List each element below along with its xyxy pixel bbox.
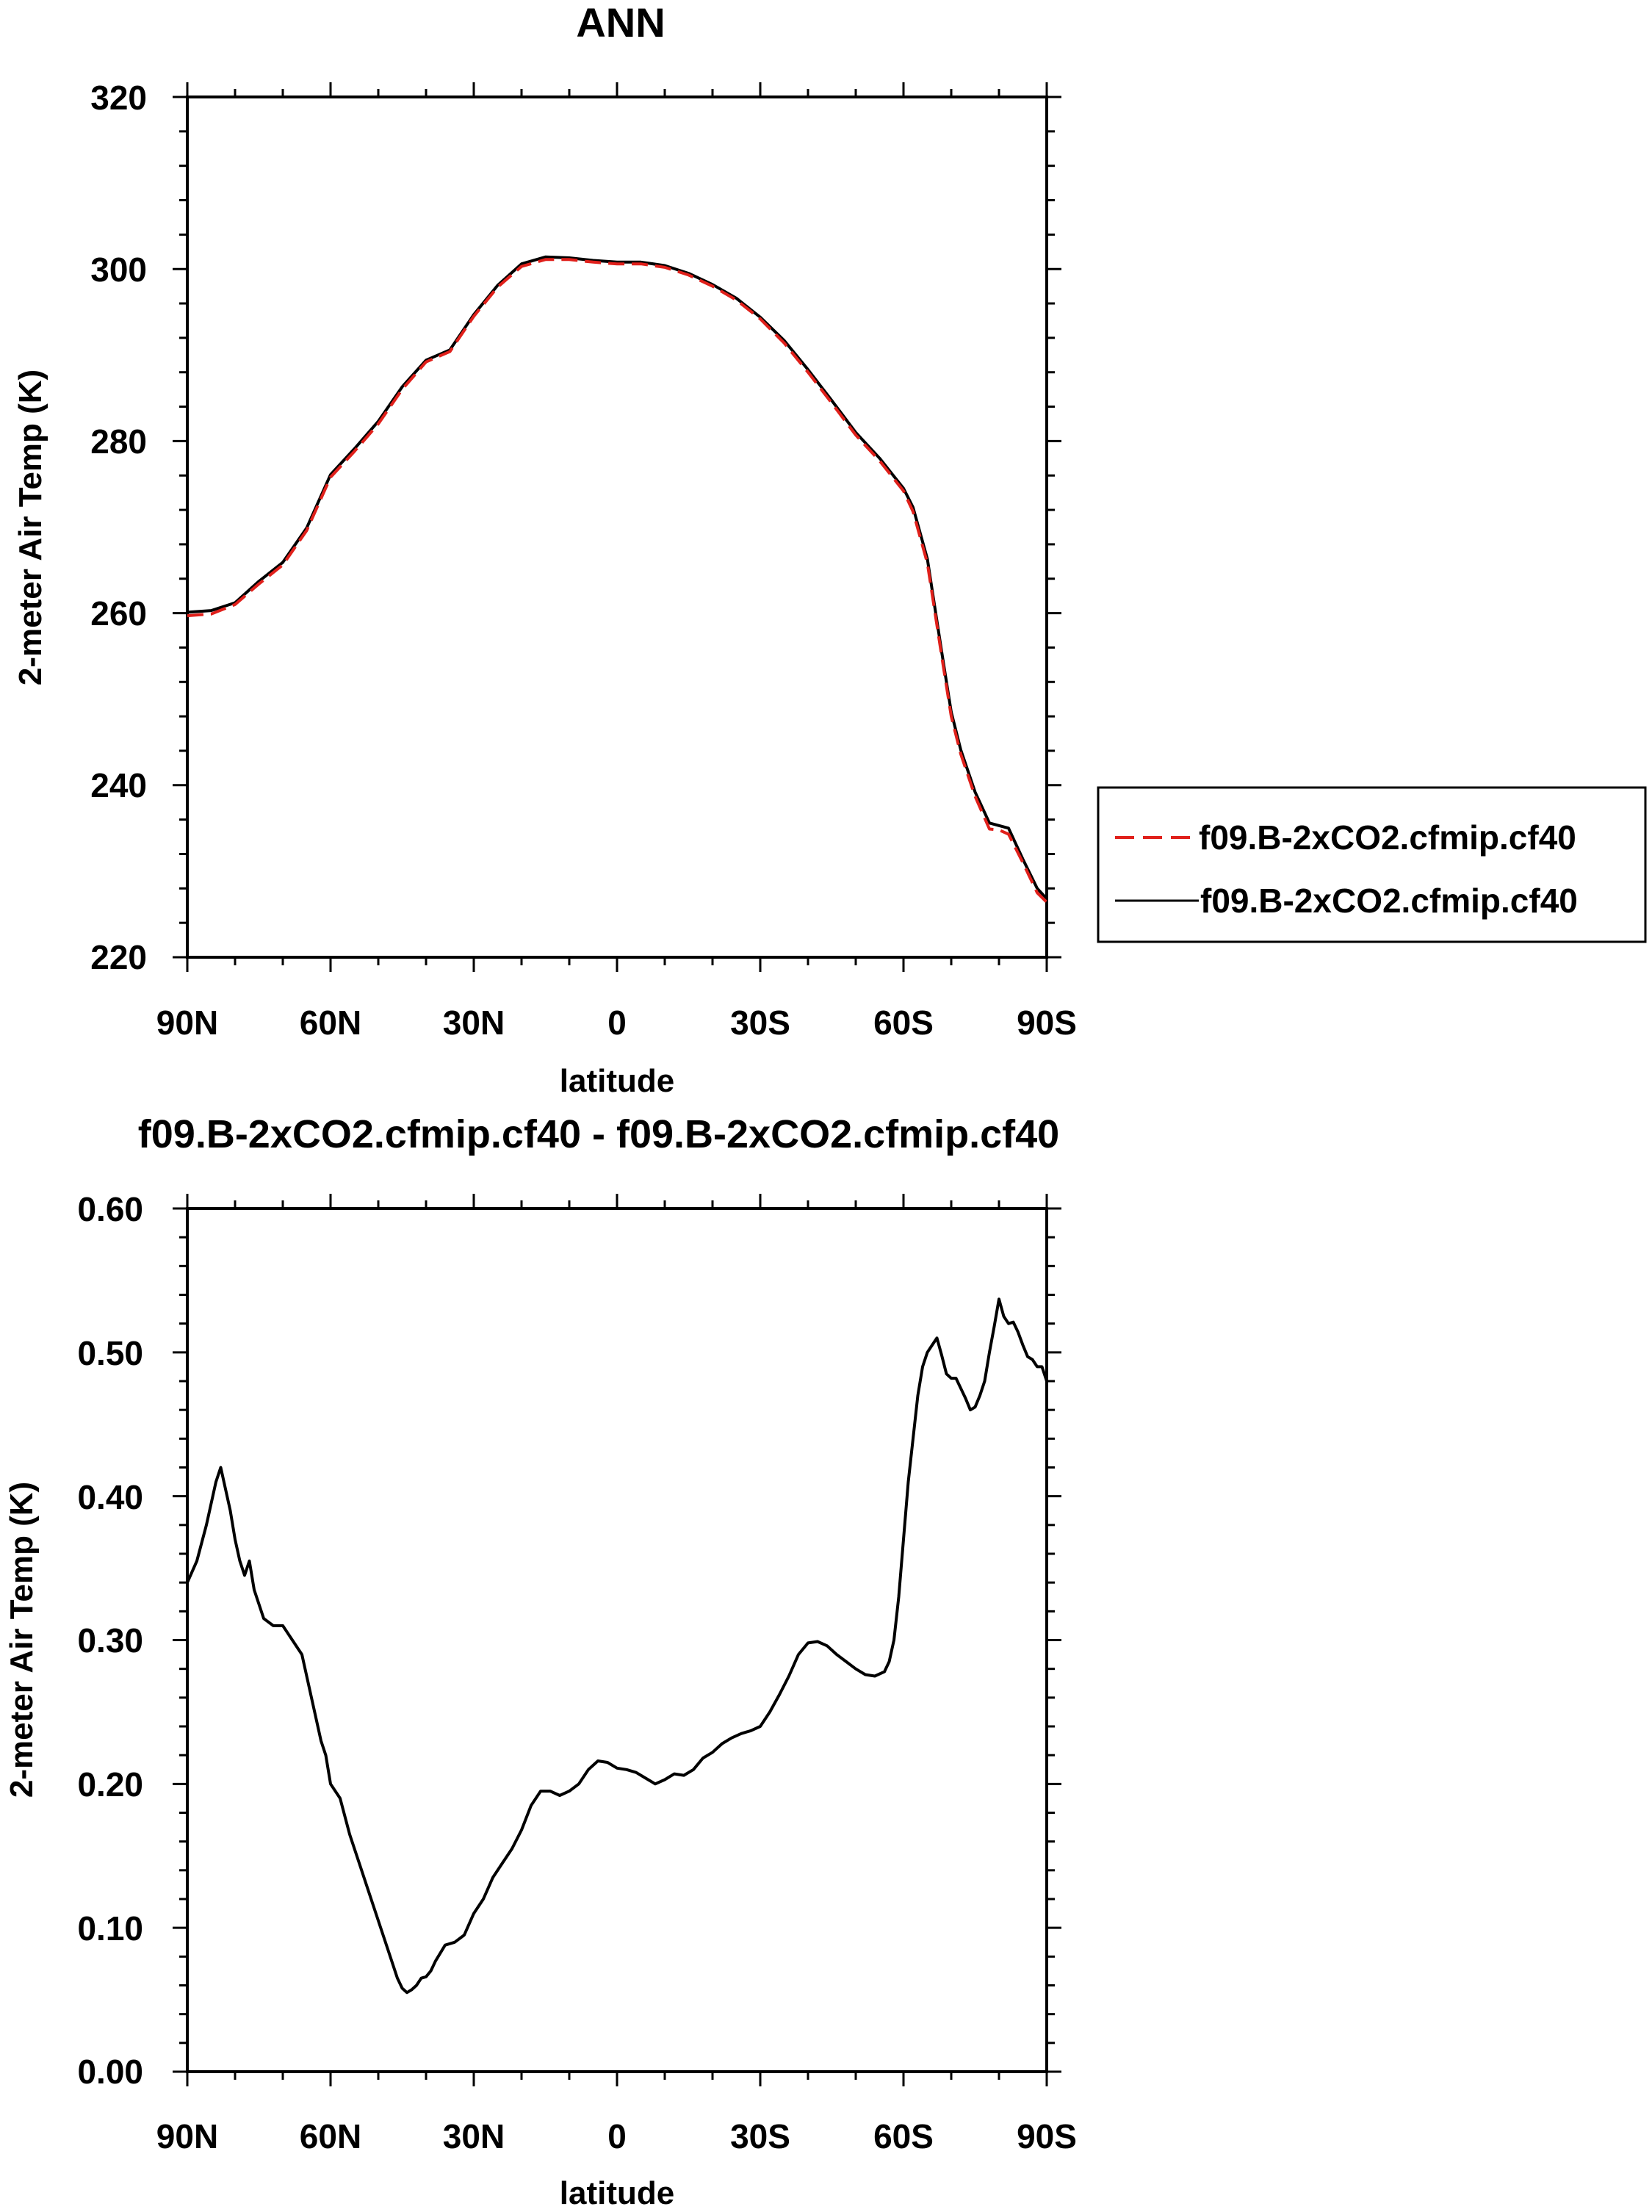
top-y-tick-label: 240 — [90, 766, 147, 804]
top-y-tick-label: 260 — [90, 594, 147, 633]
bottom-y-tick-label: 0.60 — [77, 1190, 143, 1228]
bottom-x-axis-label: latitude — [560, 2175, 674, 2211]
top-y-tick-label: 320 — [90, 79, 147, 117]
bottom-series-lines — [186, 1297, 1048, 1995]
bottom-y-tick-label: 0.20 — [77, 1765, 143, 1804]
bottom-y-tick-label: 0.30 — [77, 1621, 143, 1660]
bottom-series-line-1 — [186, 1297, 1048, 1995]
legend: f09.B-2xCO2.cfmip.cf40 f09.B-2xCO2.cfmip… — [1097, 786, 1647, 943]
top-series-lines — [187, 255, 1048, 904]
top-y-tick-label: 220 — [90, 938, 147, 976]
bottom-x-tick-label: 60N — [300, 2117, 361, 2155]
top-x-tick-label: 30S — [730, 1004, 790, 1042]
bottom-plot-frame — [186, 1207, 1048, 2073]
bottom-tick-marks — [173, 1194, 1061, 2086]
top-chart-title: ANN — [576, 0, 665, 46]
bottom-y-tick-label: 0.40 — [77, 1478, 143, 1516]
top-x-axis-label: latitude — [560, 1063, 674, 1099]
top-y-tick-label: 300 — [90, 251, 147, 289]
top-panel: ANN 320 300 280 260 240 220 90N 60N 30N … — [12, 0, 1647, 1099]
top-tick-marks — [173, 82, 1061, 972]
bottom-x-tick-label: 60S — [873, 2117, 934, 2155]
bottom-y-tick-label: 0.10 — [77, 1909, 143, 1948]
top-x-tick-label: 60S — [873, 1004, 934, 1042]
top-x-tick-label: 90N — [156, 1004, 218, 1042]
bottom-x-tick-label: 0 — [607, 2117, 627, 2155]
top-y-tick-label: 280 — [90, 422, 147, 461]
top-x-tick-label: 0 — [607, 1004, 627, 1042]
legend-box — [1097, 786, 1647, 943]
bottom-panel: f09.B-2xCO2.cfmip.cf40 - f09.B-2xCO2.cfm… — [4, 1112, 1077, 2211]
bottom-y-tick-label: 0.50 — [77, 1334, 143, 1372]
top-x-tick-label: 90S — [1017, 1004, 1077, 1042]
top-series-line-1 — [187, 255, 1048, 900]
legend-entry-label: f09.B-2xCO2.cfmip.cf40 — [1199, 818, 1576, 857]
legend-entry-label: f09.B-2xCO2.cfmip.cf40 — [1200, 882, 1578, 920]
bottom-x-tick-label: 90N — [156, 2117, 218, 2155]
bottom-x-tick-label: 30N — [443, 2117, 505, 2155]
bottom-x-tick-label: 90S — [1017, 2117, 1077, 2155]
top-series-line-2 — [187, 258, 1048, 904]
top-y-axis-label: 2-meter Air Temp (K) — [12, 370, 48, 685]
top-x-tick-label: 30N — [443, 1004, 505, 1042]
bottom-y-tick-label: 0.00 — [77, 2053, 143, 2091]
top-x-tick-label: 60N — [300, 1004, 361, 1042]
bottom-x-tick-label: 30S — [730, 2117, 790, 2155]
bottom-chart-title: f09.B-2xCO2.cfmip.cf40 - f09.B-2xCO2.cfm… — [138, 1112, 1059, 1156]
bottom-y-axis-label: 2-meter Air Temp (K) — [4, 1482, 40, 1798]
